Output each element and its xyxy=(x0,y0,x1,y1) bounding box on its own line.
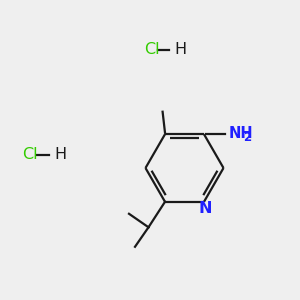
Text: 2: 2 xyxy=(243,131,251,144)
Text: H: H xyxy=(54,147,66,162)
Text: Cl: Cl xyxy=(22,147,38,162)
Text: N: N xyxy=(199,201,212,216)
Text: Cl: Cl xyxy=(144,42,160,57)
Text: H: H xyxy=(174,42,186,57)
Text: NH: NH xyxy=(229,125,253,140)
